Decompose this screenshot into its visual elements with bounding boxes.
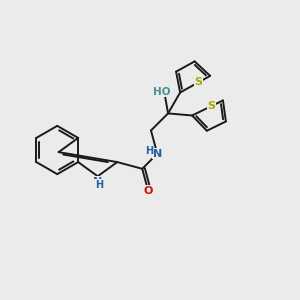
Text: S: S (207, 101, 215, 111)
Text: H: H (95, 179, 103, 190)
Text: H: H (146, 146, 154, 156)
Text: O: O (143, 186, 152, 196)
Text: HO: HO (153, 87, 170, 97)
Text: S: S (195, 77, 203, 87)
Text: N: N (93, 177, 102, 187)
Text: N: N (153, 149, 162, 159)
